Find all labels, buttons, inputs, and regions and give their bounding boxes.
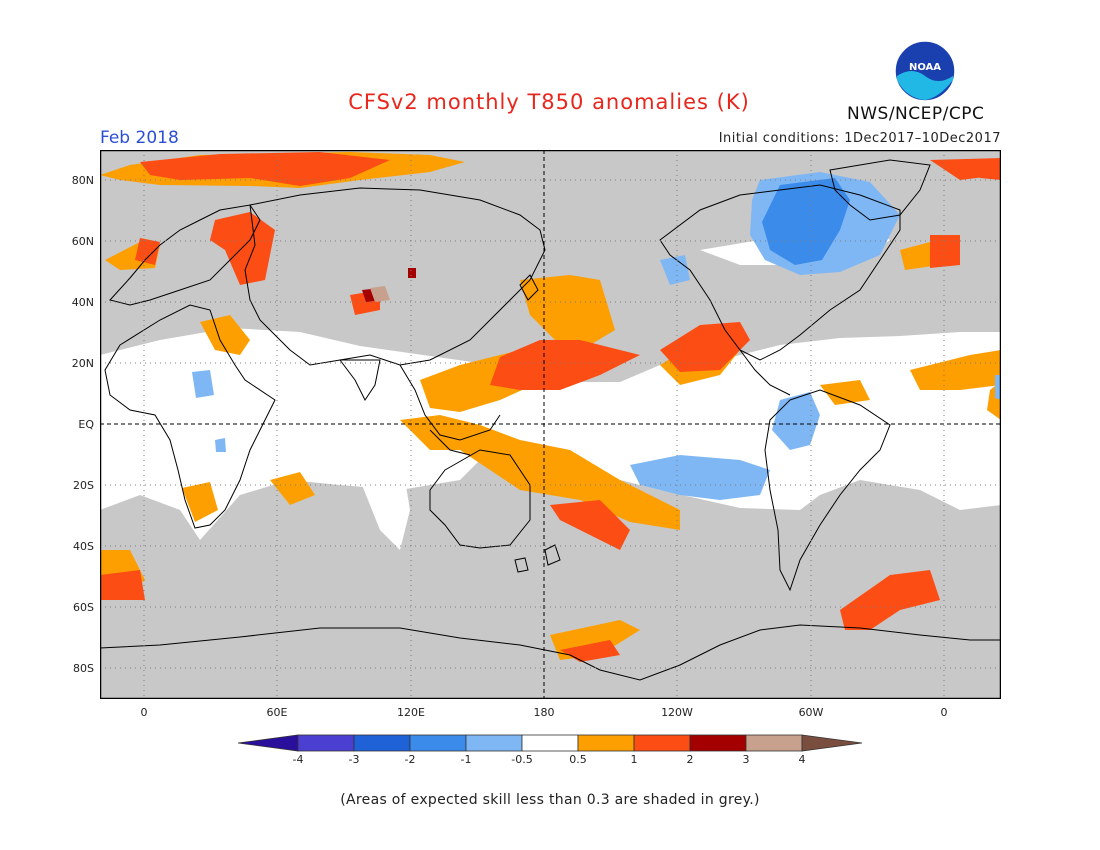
lon-label-120e: 120E [397,706,425,719]
lat-label-60n: 60N [71,235,94,248]
lon-label-60e: 60E [266,706,288,719]
lat-label-eq: EQ [78,418,94,431]
colorbar-label: -4 [292,753,304,766]
colorbar-label: -2 [404,753,416,766]
noaa-logo-text: NOAA [909,62,941,73]
forecast-month-label: Feb 2018 [100,128,179,148]
lat-label-20s: 20S [73,479,94,492]
chart-title: CFSv2 monthly T850 anomalies (K) [348,90,750,114]
lon-label-0: 0 [140,706,148,719]
colorbar-segment [353,734,411,752]
coastlines [100,159,1001,681]
warm-anomaly-red [100,152,1001,662]
colorbar-segment [745,734,803,752]
footnote: (Areas of expected skill less than 0.3 a… [340,792,760,808]
colorbar-segment [689,734,747,752]
warm-anomaly-tan [370,286,390,302]
lon-label-0-east: 0 [940,706,948,719]
initial-conditions-label: Initial conditions: 1Dec2017–10Dec2017 [718,131,1001,146]
colorbar-segment [521,734,579,752]
lat-label-40n: 40N [71,296,94,309]
colorbar-label: 2 [686,753,694,766]
anomaly-map [100,150,1001,699]
colorbar-segment [465,734,523,752]
colorbar-segment [297,734,355,752]
colorbar-label: 0.5 [569,753,587,766]
grid-lines [100,150,1001,699]
lat-label-80n: 80N [71,174,94,187]
lat-label-60s: 60S [73,601,94,614]
colorbar-label: 3 [742,753,750,766]
colorbar-segment [238,734,299,752]
lat-label-20n: 20N [71,357,94,370]
lon-label-180: 180 [533,706,555,719]
colorbar-label: -0.5 [511,753,533,766]
cool-anomaly-blue [762,178,850,265]
noaa-logo-icon: NOAA [894,40,956,102]
map-border [100,150,1001,699]
lon-label-120w: 120W [661,706,693,719]
colorbar-label: -3 [348,753,360,766]
colorbar-segment [633,734,691,752]
lat-label-80s: 80S [73,662,94,675]
colorbar-label: -1 [460,753,472,766]
lon-label-60w: 60W [798,706,824,719]
colorbar-label: 4 [798,753,806,766]
colorbar [238,734,862,752]
lat-label-40s: 40S [73,540,94,553]
agency-label: NWS/NCEP/CPC [847,104,985,124]
colorbar-segment [577,734,635,752]
colorbar-segment [409,734,467,752]
colorbar-segment [801,734,862,752]
colorbar-label: 1 [630,753,638,766]
